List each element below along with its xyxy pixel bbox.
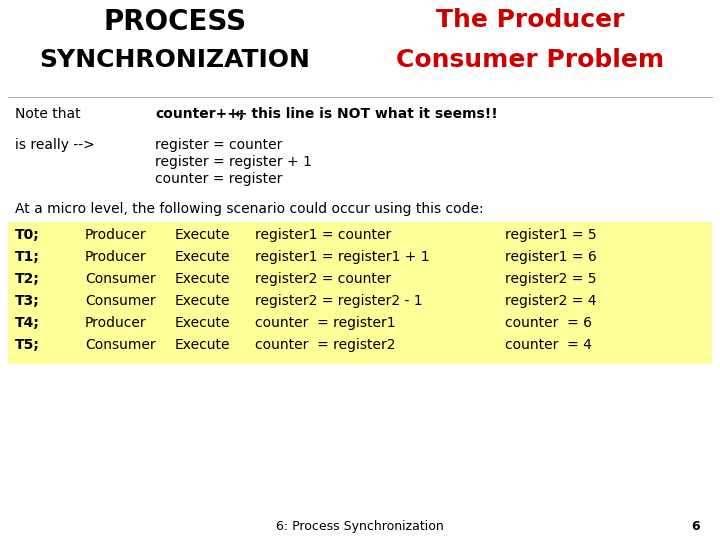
Text: Execute: Execute	[175, 250, 230, 264]
Text: Producer: Producer	[85, 250, 147, 264]
Text: register2 = 4: register2 = 4	[505, 294, 596, 308]
Text: counter  = register2: counter = register2	[255, 338, 395, 352]
Text: T0;: T0;	[15, 228, 40, 242]
Text: Consumer: Consumer	[85, 294, 156, 308]
Text: Execute: Execute	[175, 294, 230, 308]
Text: Execute: Execute	[175, 228, 230, 242]
Text: 6: Process Synchronization: 6: Process Synchronization	[276, 520, 444, 533]
Text: T1;: T1;	[15, 250, 40, 264]
Text: register2 = counter: register2 = counter	[255, 272, 391, 286]
Text: counter++;: counter++;	[155, 107, 244, 121]
Text: register = register + 1: register = register + 1	[155, 155, 312, 169]
Text: Execute: Execute	[175, 272, 230, 286]
Text: counter  = register1: counter = register1	[255, 316, 395, 330]
Text: counter  = 6: counter = 6	[505, 316, 592, 330]
Text: Consumer: Consumer	[85, 272, 156, 286]
Text: PROCESS: PROCESS	[104, 8, 246, 36]
Text: SYNCHRONIZATION: SYNCHRONIZATION	[40, 48, 310, 72]
Text: register2 = register2 - 1: register2 = register2 - 1	[255, 294, 423, 308]
Text: is really -->: is really -->	[15, 138, 95, 152]
Text: At a micro level, the following scenario could occur using this code:: At a micro level, the following scenario…	[15, 202, 484, 216]
Text: register1 = counter: register1 = counter	[255, 228, 391, 242]
Text: T4;: T4;	[15, 316, 40, 330]
Text: T5;: T5;	[15, 338, 40, 352]
Text: The Producer: The Producer	[436, 8, 624, 32]
Text: ← this line is NOT what it seems!!: ← this line is NOT what it seems!!	[235, 107, 498, 121]
Text: Producer: Producer	[85, 228, 147, 242]
Text: Consumer Problem: Consumer Problem	[396, 48, 664, 72]
Text: Execute: Execute	[175, 316, 230, 330]
Text: 6: 6	[691, 520, 700, 533]
Text: Note that: Note that	[15, 107, 81, 121]
Text: register1 = 5: register1 = 5	[505, 228, 597, 242]
Text: counter  = 4: counter = 4	[505, 338, 592, 352]
Text: register2 = 5: register2 = 5	[505, 272, 596, 286]
Text: register = counter: register = counter	[155, 138, 282, 152]
FancyBboxPatch shape	[8, 222, 712, 364]
Text: Execute: Execute	[175, 338, 230, 352]
Text: register1 = 6: register1 = 6	[505, 250, 597, 264]
Text: counter = register: counter = register	[155, 172, 282, 186]
Text: T2;: T2;	[15, 272, 40, 286]
Text: T3;: T3;	[15, 294, 40, 308]
Text: Consumer: Consumer	[85, 338, 156, 352]
Text: Producer: Producer	[85, 316, 147, 330]
Text: register1 = register1 + 1: register1 = register1 + 1	[255, 250, 430, 264]
